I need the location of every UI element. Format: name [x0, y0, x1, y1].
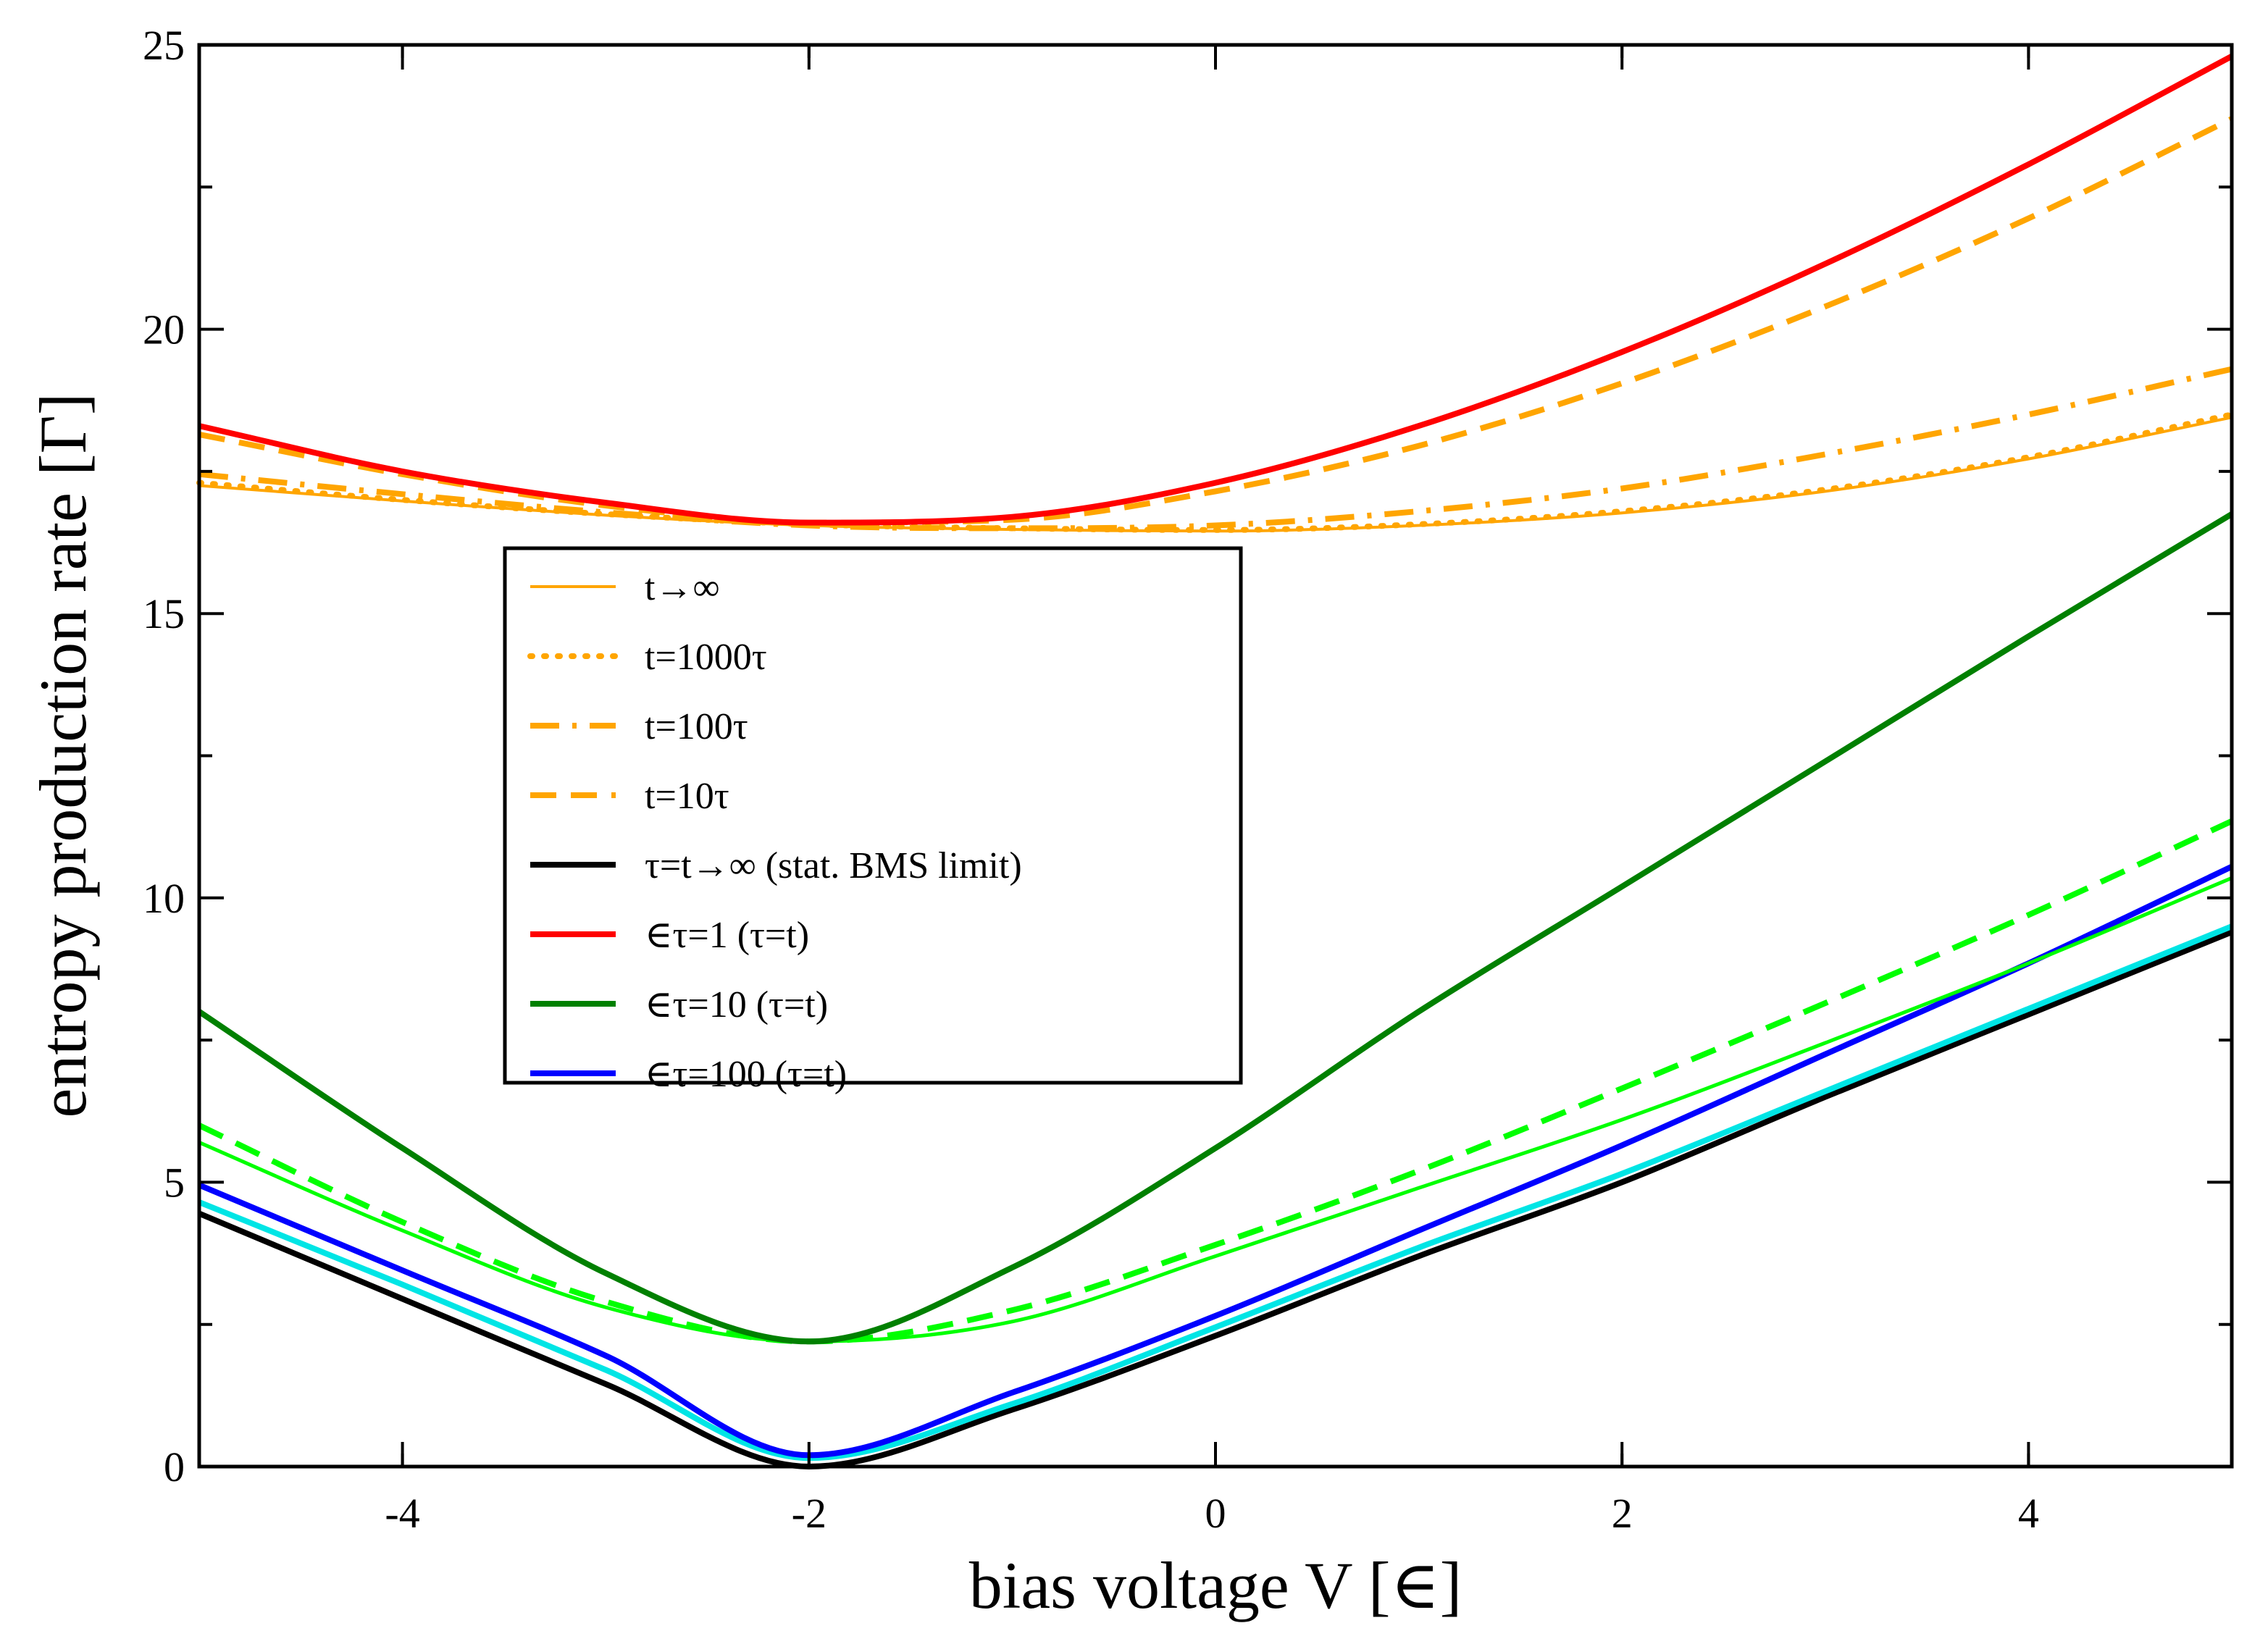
- x-tick-label: -2: [792, 1490, 827, 1537]
- axis-ticks: -4 -2 0 2 4 0 5 10 15 20 25: [143, 22, 2232, 1537]
- x-tick-label: 0: [1205, 1490, 1226, 1537]
- legend-label: t=100τ: [645, 706, 748, 747]
- legend-label: ∈τ=100 (τ=t): [645, 1054, 847, 1095]
- y-tick-label: 15: [143, 590, 185, 637]
- series-line-2: [198, 366, 2233, 532]
- legend-label: ∈τ=1 (τ=t): [645, 915, 809, 956]
- y-tick-label: 10: [143, 875, 185, 922]
- y-tick-label: 25: [143, 22, 185, 69]
- legend-label: t=10τ: [645, 776, 729, 817]
- series-line-4: [198, 929, 2233, 1469]
- series-line-5: [198, 54, 2233, 526]
- series-lines: [196, 54, 2235, 1469]
- series-line-9: [198, 818, 2233, 1345]
- legend-box: [503, 546, 1243, 1085]
- y-tick-label: 20: [143, 306, 185, 353]
- series-line-7: [198, 863, 2233, 1459]
- series-line-10: [198, 923, 2233, 1461]
- series-line-1: [196, 411, 2235, 533]
- series-line-8: [198, 876, 2233, 1343]
- x-axis-label: bias voltage V [∈]: [969, 1548, 1462, 1622]
- y-tick-label: 5: [164, 1159, 185, 1206]
- legend-label: τ=t→∞ (stat. BMS limit): [645, 845, 1022, 886]
- x-tick-label: 2: [1612, 1490, 1633, 1537]
- x-tick-label: -4: [385, 1490, 419, 1537]
- y-axis-label: entropy production rate [Γ]: [26, 393, 100, 1118]
- legend-label: ∈τ=10 (τ=t): [645, 984, 828, 1026]
- legend-label: t→∞: [645, 567, 720, 608]
- x-tick-label: 4: [2018, 1490, 2039, 1537]
- y-tick-label: 0: [164, 1443, 185, 1490]
- series-line-3: [198, 116, 2233, 526]
- legend-label: t=1000τ: [645, 637, 767, 678]
- series-line-6: [197, 511, 2234, 1345]
- legend: t→∞ t=1000τ t=100τ t=10τ τ=t→∞ (stat. BMS li…: [503, 546, 1243, 1095]
